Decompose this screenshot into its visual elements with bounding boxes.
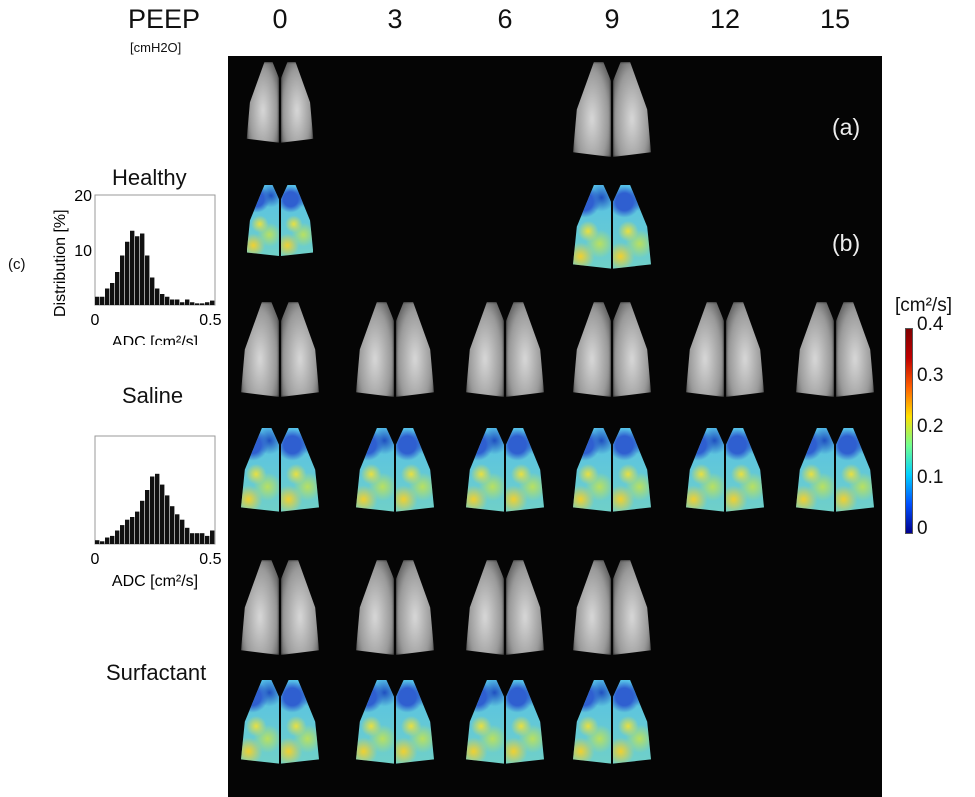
histogram-bar (175, 514, 180, 544)
x-tick-label: 0 (91, 551, 100, 568)
histogram-bar (165, 296, 170, 305)
histogram-bar (190, 302, 195, 305)
histogram-bar (205, 535, 210, 544)
y-axis-label: Distribution [%] (52, 209, 69, 317)
histogram-bar (115, 530, 120, 544)
column-header-peep-9: 9 (604, 4, 620, 34)
image-panel (228, 56, 882, 797)
x-tick-label: 0.5 (199, 312, 221, 329)
histogram-bar (110, 283, 115, 305)
x-tick-label: 0 (91, 312, 100, 329)
label-b: (b) (832, 230, 861, 256)
histogram-bar (135, 511, 140, 544)
label-c: (c) (8, 256, 26, 273)
histogram-bar (185, 527, 190, 544)
histogram-bar (120, 525, 125, 544)
histogram-bar (210, 300, 215, 305)
histogram-bar (160, 484, 165, 544)
histogram-bar (95, 296, 100, 305)
histogram-bar (125, 519, 130, 544)
colorbar-unit: [cm²/s] (895, 295, 952, 316)
histogram-bar (180, 302, 185, 305)
histogram-bar (200, 303, 205, 305)
histogram-bar (155, 473, 160, 544)
histogram-bar (140, 233, 145, 305)
histogram-bar (170, 299, 175, 305)
histogram-bar (195, 303, 200, 305)
histogram-bar (115, 272, 120, 305)
y-tick-label: 20 (74, 188, 92, 205)
histogram-bar (165, 495, 170, 544)
histogram-bar (130, 230, 135, 305)
column-header-peep-0: 0 (272, 4, 288, 34)
histogram-bar (195, 533, 200, 544)
row-label-saline: Saline (122, 383, 184, 408)
column-header-peep-6: 6 (497, 4, 513, 34)
histogram-bar (105, 288, 110, 305)
histogram-bar (185, 299, 190, 305)
colorbar-tick: 0.3 (917, 365, 944, 386)
histogram-bar (140, 500, 145, 544)
histogram-bar (135, 236, 140, 305)
histogram-bar (205, 302, 210, 305)
column-header-peep-15: 15 (819, 4, 851, 34)
x-tick-label: 0.5 (199, 551, 221, 568)
row-label-surfactant: Surfactant (106, 660, 207, 685)
y-tick-label: 10 (74, 243, 92, 260)
colorbar-tick: 0.2 (917, 416, 944, 437)
histogram-bar (105, 537, 110, 544)
histogram-bar (170, 506, 175, 544)
histogram-bar (110, 535, 115, 544)
column-header-peep-3: 3 (387, 4, 403, 34)
histogram-bar (175, 299, 180, 305)
column-header-peep-12: 12 (709, 4, 741, 34)
colorbar (905, 328, 913, 534)
histogram-bar (190, 533, 195, 544)
histogram-bar (150, 476, 155, 544)
histogram-bar (95, 540, 100, 544)
colorbar-tick: 0.4 (917, 314, 944, 335)
histogram-bar (155, 288, 160, 305)
row-label-healthy: Healthy (112, 165, 187, 190)
x-axis-label: ADC [cm²/s] (112, 334, 198, 345)
histogram-bar (145, 255, 150, 305)
histogram-bar (180, 519, 185, 544)
histogram-bar (100, 541, 105, 544)
colorbar-tick: 0 (917, 518, 928, 539)
histogram-bar (120, 255, 125, 305)
colorbar-tick: 0.1 (917, 467, 944, 488)
x-axis-label: ADC [cm²/s] (112, 573, 198, 590)
histogram-bar (125, 241, 130, 305)
histogram-bar (100, 296, 105, 305)
peep-unit: [cmH2O] (130, 40, 182, 55)
histogram-bar (200, 533, 205, 544)
peep-label: PEEP (128, 4, 201, 34)
label-a: (a) (832, 114, 861, 140)
histogram-bar (150, 277, 155, 305)
histogram-bar (145, 490, 150, 544)
histogram-bar (160, 294, 165, 305)
histogram-bar (130, 517, 135, 544)
histogram-bar (210, 530, 215, 544)
